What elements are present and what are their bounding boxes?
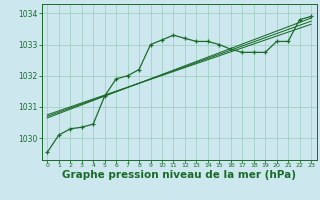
X-axis label: Graphe pression niveau de la mer (hPa): Graphe pression niveau de la mer (hPa) [62, 170, 296, 180]
